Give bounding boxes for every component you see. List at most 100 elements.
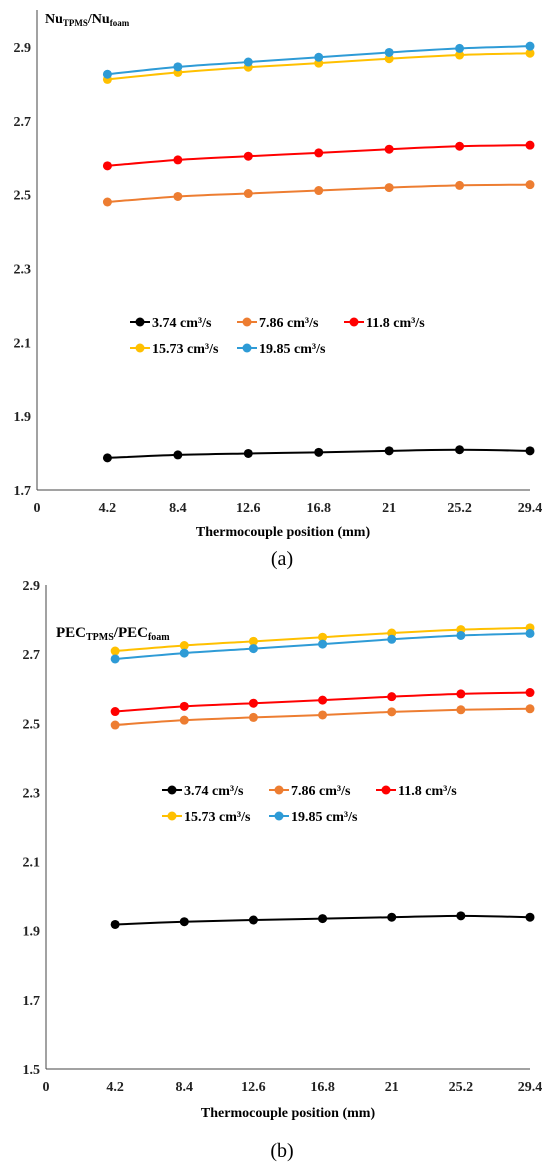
data-point: [173, 191, 183, 201]
y-tick-label: 1.9: [14, 410, 32, 425]
y-tick-label: 1.9: [23, 925, 41, 940]
y-tick-label: 2.7: [23, 648, 41, 663]
data-point: [384, 446, 394, 456]
legend-marker: [274, 785, 284, 795]
data-point: [525, 41, 535, 51]
data-point: [243, 151, 253, 161]
data-point: [525, 688, 535, 698]
data-point: [173, 450, 183, 460]
legend-label: 3.74 cm³/s: [184, 784, 244, 799]
series-group: [102, 41, 535, 463]
y-title-mid: /Nu: [87, 12, 110, 27]
chart-panel-b: 1.5 1.7 1.9 2.1 2.3 2.5 2.7 2.9 0 4.2 8.4 12.6 16.8…: [23, 579, 543, 1162]
data-point: [525, 912, 535, 922]
legend-label: 11.8 cm³/s: [366, 316, 425, 331]
data-point: [318, 632, 328, 642]
data-point: [456, 911, 466, 921]
x-tick-label: 21: [385, 1080, 399, 1095]
data-point: [243, 57, 253, 67]
data-point: [102, 69, 112, 79]
data-point: [248, 915, 258, 925]
data-point: [455, 141, 465, 151]
y-tick-label: 2.1: [23, 856, 41, 871]
x-tick-label: 4.2: [106, 1080, 124, 1095]
data-point: [318, 695, 328, 705]
y-tick-labels: 1.7 1.9 2.1 2.3 2.5 2.7 2.9: [14, 41, 32, 499]
x-tick-label: 21: [382, 501, 396, 516]
y-tick-labels: 1.5 1.7 1.9 2.1 2.3 2.5 2.7 2.9: [23, 579, 41, 1078]
legend-item: 15.73 cm³/s: [162, 810, 251, 825]
data-point: [456, 705, 466, 715]
data-point: [318, 710, 328, 720]
y-title-subscript-1: TPMS: [63, 18, 88, 28]
data-point: [110, 707, 120, 717]
x-tick-label: 12.6: [236, 501, 261, 516]
caption-letter-a: a: [278, 548, 287, 570]
data-point: [525, 180, 535, 190]
data-point: [314, 148, 324, 158]
data-point: [387, 692, 397, 702]
x-tick-label: 12.6: [241, 1080, 266, 1095]
legend-marker: [167, 811, 177, 821]
y-tick-label: 2.7: [14, 115, 32, 130]
data-point: [455, 445, 465, 455]
panel-caption-b: (b): [270, 1140, 293, 1162]
legend: 3.74 cm³/s 7.86 cm³/s 11.8 cm³/s 15.73 cm³/…: [162, 784, 457, 825]
data-point: [110, 646, 120, 656]
y-axis-title: NuTPMS/Nufoam: [45, 12, 130, 28]
legend-label: 7.86 cm³/s: [259, 316, 319, 331]
series-group: [110, 623, 535, 929]
legend-marker: [274, 811, 284, 821]
data-point: [387, 634, 397, 644]
legend-item: 3.74 cm³/s: [130, 316, 212, 331]
x-tick-label: 0: [34, 501, 41, 516]
data-point: [248, 644, 258, 654]
data-point: [455, 50, 465, 60]
data-point: [110, 720, 120, 730]
y-tick-label: 2.1: [14, 336, 32, 351]
y-title-subscript-1: TPMS: [86, 632, 114, 643]
data-point: [314, 186, 324, 196]
data-point: [102, 453, 112, 463]
x-tick-label: 16.8: [310, 1080, 335, 1095]
data-point: [179, 917, 189, 927]
panel-caption-a: (a): [271, 548, 293, 570]
legend-label: 15.73 cm³/s: [184, 810, 251, 825]
legend-item: 11.8 cm³/s: [344, 316, 425, 331]
legend-label: 19.85 cm³/s: [291, 810, 358, 825]
data-point: [318, 639, 328, 649]
data-point: [455, 43, 465, 53]
data-point: [456, 689, 466, 699]
legend-label: 3.74 cm³/s: [152, 316, 212, 331]
x-axis-title: Thermocouple position (mm): [196, 525, 371, 540]
data-point: [525, 48, 535, 58]
legend-label: 15.73 cm³/s: [152, 342, 219, 357]
legend-marker: [349, 317, 359, 327]
data-point: [179, 648, 189, 658]
data-point: [248, 698, 258, 708]
legend-item: 7.86 cm³/s: [269, 784, 351, 799]
legend-marker: [242, 317, 252, 327]
x-tick-label: 8.4: [169, 501, 187, 516]
y-tick-label: 1.7: [14, 484, 32, 499]
data-point: [179, 701, 189, 711]
y-title-main: Nu: [45, 12, 63, 27]
y-tick-label: 2.5: [14, 189, 32, 204]
data-point: [314, 52, 324, 62]
y-axis-title: PECTPMS/PECfoam: [56, 625, 170, 643]
y-tick-label: 2.9: [23, 579, 41, 594]
x-tick-labels: 0 4.2 8.4 12.6 16.8 21 25.2 29.4: [43, 1080, 543, 1095]
data-point: [384, 183, 394, 193]
data-point: [248, 712, 258, 722]
legend-label: 7.86 cm³/s: [291, 784, 351, 799]
y-tick-label: 2.9: [14, 41, 32, 56]
data-point: [243, 448, 253, 458]
x-axis-title: Thermocouple position (mm): [201, 1106, 376, 1121]
data-point: [525, 446, 535, 456]
legend-marker: [167, 785, 177, 795]
legend-marker: [135, 343, 145, 353]
data-point: [384, 47, 394, 57]
x-tick-label: 4.2: [99, 501, 117, 516]
data-point: [387, 707, 397, 717]
legend-label: 19.85 cm³/s: [259, 342, 326, 357]
